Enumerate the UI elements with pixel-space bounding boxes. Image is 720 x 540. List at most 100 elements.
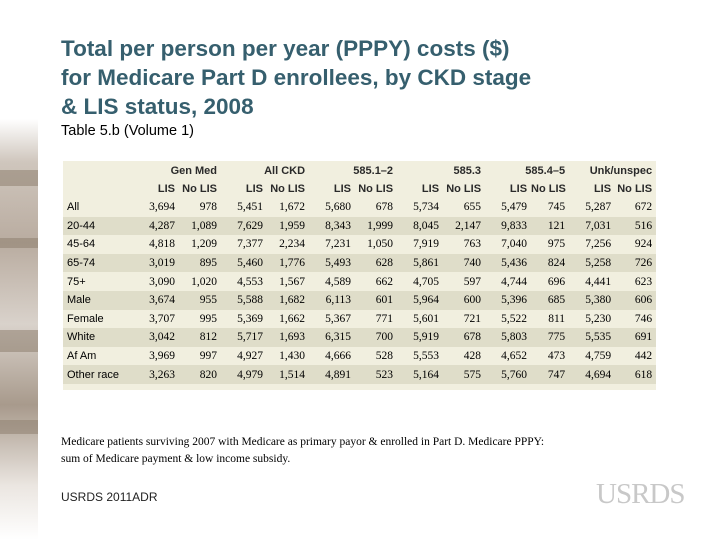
table-row-label: Female: [67, 312, 104, 325]
slide-subtitle: Table 5.b (Volume 1): [61, 123, 194, 139]
table-column-header: LIS: [593, 183, 612, 195]
table-cell: 747: [531, 365, 570, 384]
table-cell: 746: [634, 312, 653, 325]
table-body: All 3,694 978 5,451 1,672 5,680 678 5,734 655 5,4…: [63, 198, 657, 384]
table-column-header: No LIS: [446, 183, 482, 195]
table-cell: 1,089: [179, 216, 222, 236]
table-cell: 5,380: [569, 290, 616, 310]
table-column-header: LIS: [157, 183, 175, 195]
table-cell: 428: [463, 350, 482, 363]
table-cell: 3,263: [133, 365, 179, 384]
table-cell: 5,861: [397, 253, 444, 273]
table-column-header: LIS: [421, 183, 440, 195]
table-column-header: No LIS: [270, 183, 306, 195]
table-cell: 4,666: [325, 350, 352, 363]
table-cell: 1,672: [279, 201, 306, 214]
table-corner-cell: [63, 180, 133, 198]
table-cell: 5,535: [569, 328, 616, 347]
table-cell: 5,803: [485, 328, 532, 347]
table-cell: 1,567: [279, 275, 306, 288]
table-group-header: Gen Med: [170, 164, 218, 177]
table-cell: 601: [355, 290, 398, 310]
table-cell: 1,209: [191, 238, 218, 251]
table-cell: 8,343: [309, 216, 356, 236]
table-cell: 4,891: [309, 365, 356, 384]
table-cell: 5,734: [413, 201, 440, 214]
table-cell: 812: [179, 328, 222, 347]
source-footer: USRDS 2011ADR: [61, 490, 158, 504]
decorative-side-band: [0, 0, 38, 540]
table-cell: 685: [531, 290, 570, 310]
table-cell: 606: [615, 290, 657, 310]
table-cell: 1,959: [267, 216, 310, 236]
table-column-header: No LIS: [182, 183, 218, 195]
table-cell: 895: [179, 253, 222, 273]
table-cell: 726: [615, 253, 657, 273]
table-cell: 6,113: [309, 290, 356, 310]
table-cell: 5,680: [325, 201, 352, 214]
table-cell: 6,315: [309, 328, 356, 347]
table-row: Af Am 3,969 997 4,927 1,430 4,666 528 5,553 428 4…: [63, 347, 656, 366]
table-cell: 600: [443, 290, 486, 310]
table-cell: 824: [531, 253, 570, 273]
table-row-label: 45-64: [67, 238, 96, 251]
footnote: Medicare patients surviving 2007 with Me…: [61, 434, 651, 468]
table-cell: 3,694: [149, 201, 175, 214]
table-cell: 678: [375, 201, 394, 214]
table-cell: 5,760: [485, 365, 532, 384]
table-cell: 5,230: [585, 312, 612, 325]
table-cell: 1,020: [191, 275, 218, 288]
table-column-header: LIS: [509, 183, 528, 195]
table-cell: 5,717: [221, 328, 268, 347]
table-cell: 678: [443, 328, 486, 347]
table-row: White 3,042 812 5,717 1,693 6,315 700 5,919 678 5…: [63, 328, 657, 347]
table-cell: 997: [199, 350, 218, 363]
table-group-header: 585.3: [453, 164, 482, 177]
table-cell: 5,919: [397, 328, 444, 347]
table-column-header: LIS: [245, 183, 264, 195]
table-column-header: LIS: [333, 183, 352, 195]
slide-title-line: Total per person per year (PPPY) costs (…: [61, 36, 510, 61]
table-cell: 7,231: [325, 238, 352, 251]
table-cell: 2,147: [443, 216, 486, 236]
table-row: Other race 3,263 820 4,979 1,514 4,891 523 5,16…: [63, 365, 657, 384]
table-cell: 7,377: [237, 238, 264, 251]
table-cell: 516: [615, 216, 657, 236]
table-cell: 3,969: [149, 350, 175, 363]
table-cell: 655: [463, 201, 482, 214]
table-cell: 1,662: [279, 312, 306, 325]
table-cell: 7,629: [221, 216, 268, 236]
table-cell: 8,045: [397, 216, 444, 236]
table-cell: 1,999: [355, 216, 398, 236]
table-row-label: Other race: [63, 365, 133, 384]
table-cell: 5,436: [485, 253, 532, 273]
footnote-line: sum of Medicare payment & low income sub…: [61, 453, 291, 465]
table-cell: 5,396: [485, 290, 532, 310]
table-cell: 4,759: [585, 350, 612, 363]
table-cell: 4,589: [325, 275, 352, 288]
table-cell: 5,287: [585, 201, 612, 214]
table-cell: 442: [634, 350, 653, 363]
table-cell: 4,441: [585, 275, 612, 288]
table-cell: 5,601: [413, 312, 440, 325]
table-corner-cell: [63, 161, 133, 180]
table-cell: 121: [531, 216, 570, 236]
table-row-label: White: [63, 328, 133, 347]
table-cell: 975: [547, 238, 566, 251]
side-band-stripe: [0, 420, 38, 434]
table-cell: 623: [634, 275, 653, 288]
table-group-header: Unk/unspec: [589, 164, 653, 177]
table-cell: 820: [179, 365, 222, 384]
table-row: 20-44 4,287 1,089 7,629 1,959 8,343 1,999 8,045…: [63, 216, 657, 236]
table-cell: 2,234: [279, 238, 306, 251]
table-cell: 4,927: [237, 350, 264, 363]
table-row: 45-64 4,818 1,209 7,377 2,234 7,231 1,050 7,919…: [63, 235, 656, 254]
table-cell: 1,693: [267, 328, 310, 347]
table-row-label: 65-74: [63, 253, 133, 273]
table-cell: 740: [443, 253, 486, 273]
table-cell: 771: [375, 312, 394, 325]
table-cell: 618: [615, 365, 657, 384]
table-cell: 3,042: [133, 328, 179, 347]
table-cell: 775: [531, 328, 570, 347]
table-cell: 5,588: [221, 290, 268, 310]
